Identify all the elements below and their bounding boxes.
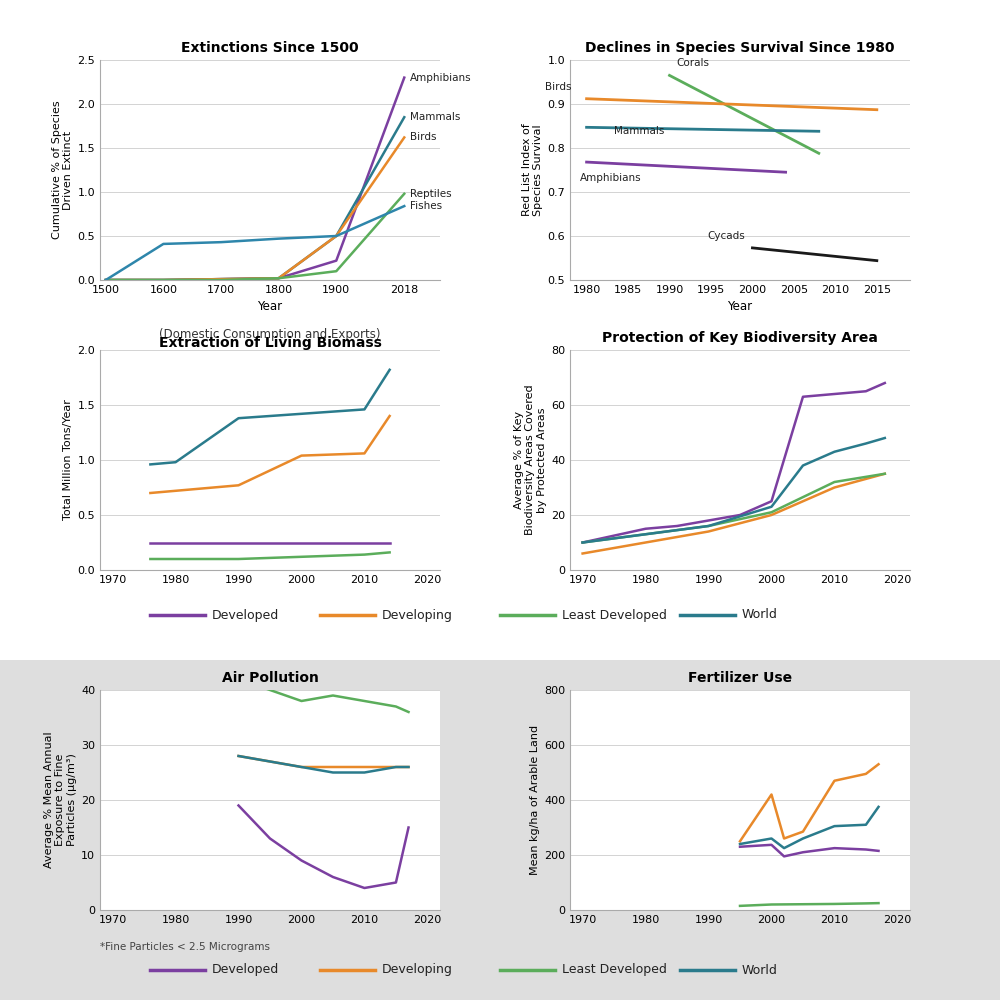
Y-axis label: Average % of Key
Biodiversity Areas Covered
by Protected Areas: Average % of Key Biodiversity Areas Cove… xyxy=(514,385,547,535)
Text: *Fine Particles < 2.5 Micrograms: *Fine Particles < 2.5 Micrograms xyxy=(100,942,270,952)
Text: Amphibians: Amphibians xyxy=(410,73,471,83)
Text: Cycads: Cycads xyxy=(708,231,745,241)
Text: World: World xyxy=(742,964,778,976)
Title: Declines in Species Survival Since 1980: Declines in Species Survival Since 1980 xyxy=(585,41,895,55)
Text: Reptiles: Reptiles xyxy=(410,189,451,199)
Text: Least Developed: Least Developed xyxy=(562,964,667,976)
Text: Least Developed: Least Developed xyxy=(562,608,667,621)
Text: World: World xyxy=(742,608,778,621)
Text: Birds: Birds xyxy=(410,132,436,142)
Text: Fishes: Fishes xyxy=(410,201,442,211)
X-axis label: Year: Year xyxy=(257,300,283,313)
Text: Amphibians: Amphibians xyxy=(580,173,641,183)
Title: Fertilizer Use: Fertilizer Use xyxy=(688,671,792,685)
Text: Developed: Developed xyxy=(212,608,279,621)
Title: Protection of Key Biodiversity Area: Protection of Key Biodiversity Area xyxy=(602,331,878,345)
Text: Mammals: Mammals xyxy=(410,112,460,122)
Title: Air Pollution: Air Pollution xyxy=(222,671,318,685)
Text: Corals: Corals xyxy=(676,58,709,68)
X-axis label: Year: Year xyxy=(727,300,753,313)
Text: Mammals: Mammals xyxy=(614,126,665,136)
Y-axis label: Mean kg/ha of Arable Land: Mean kg/ha of Arable Land xyxy=(530,725,540,875)
Text: Developed: Developed xyxy=(212,964,279,976)
Title: Extraction of Living Biomass: Extraction of Living Biomass xyxy=(159,336,381,350)
Y-axis label: Average % Mean Annual
Exposure to Fine
Particles (μg/m³): Average % Mean Annual Exposure to Fine P… xyxy=(44,732,77,868)
Y-axis label: Cumulative % of Species
Driven Extinct: Cumulative % of Species Driven Extinct xyxy=(52,101,73,239)
Text: (Domestic Consumption and Exports): (Domestic Consumption and Exports) xyxy=(159,328,381,341)
Text: Developing: Developing xyxy=(382,964,453,976)
Title: Extinctions Since 1500: Extinctions Since 1500 xyxy=(181,41,359,55)
Text: Developing: Developing xyxy=(382,608,453,621)
Y-axis label: Total Million Tons/Year: Total Million Tons/Year xyxy=(63,400,73,520)
Text: Birds: Birds xyxy=(545,82,571,92)
Y-axis label: Red List Index of
Species Survival: Red List Index of Species Survival xyxy=(522,124,543,216)
